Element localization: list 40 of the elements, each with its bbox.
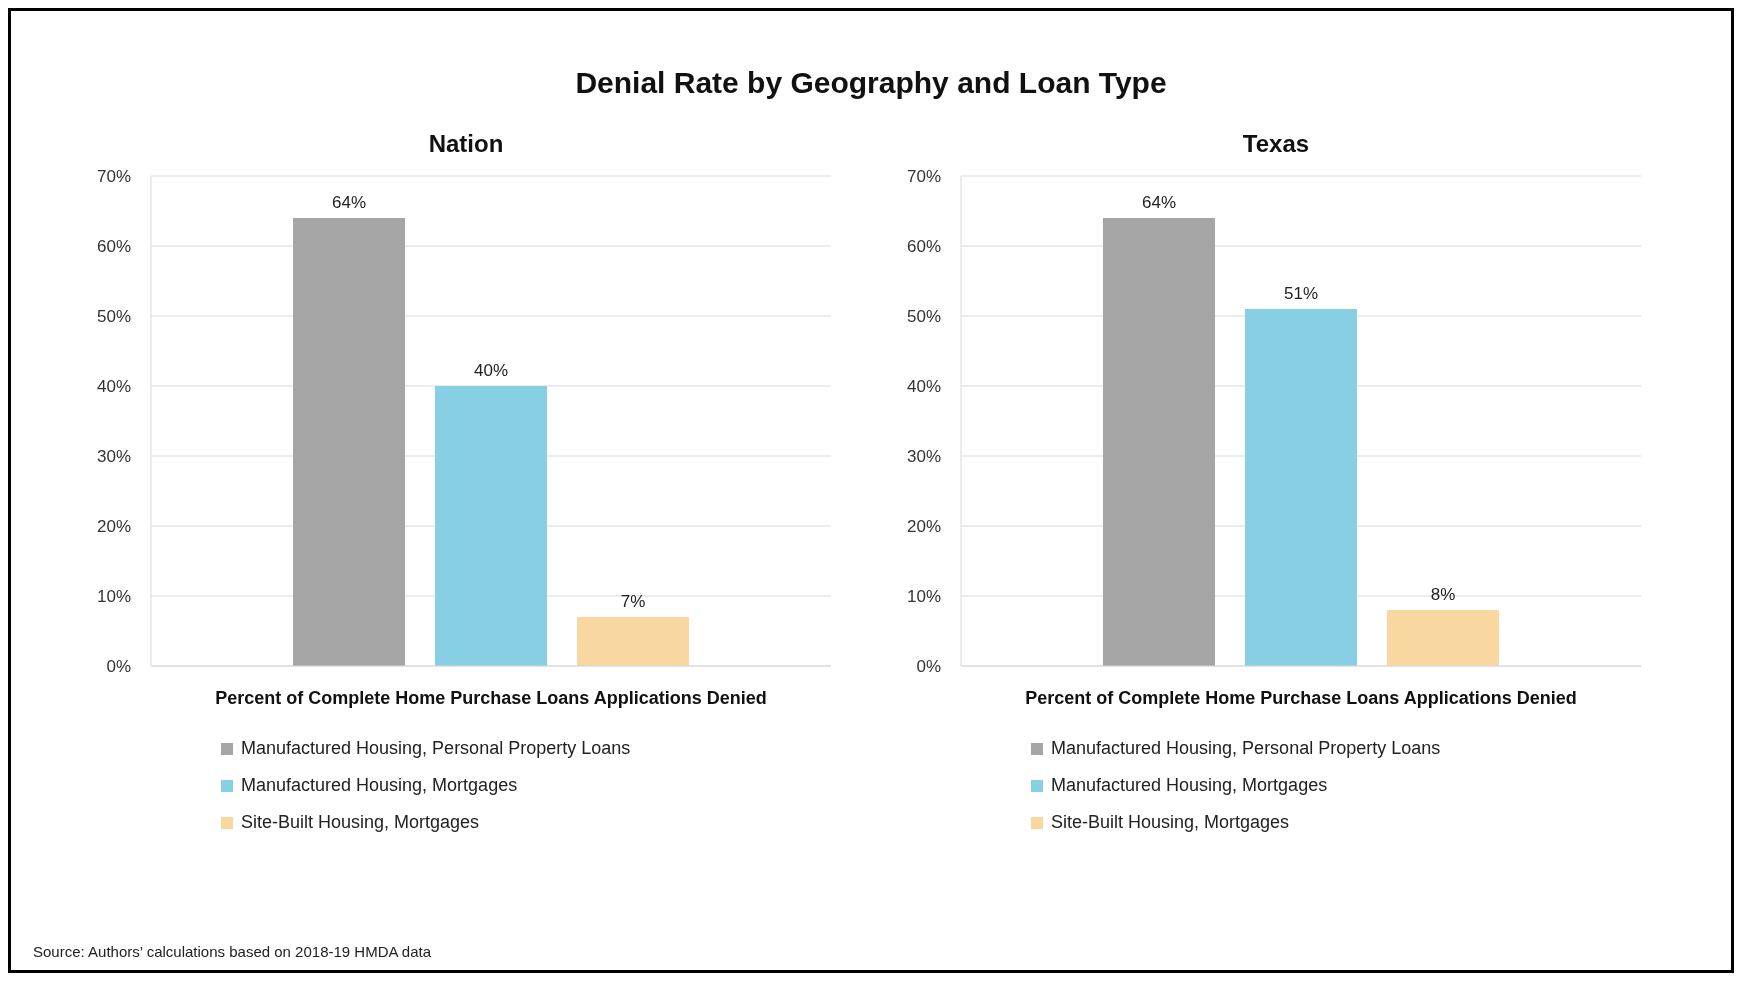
y-tick-label: 50% — [96, 307, 131, 327]
bar — [435, 386, 547, 666]
chart-title: Texas — [1242, 130, 1310, 158]
y-tick-label: 30% — [906, 447, 941, 467]
y-tick-label: 0% — [916, 657, 941, 677]
legend-label: Manufactured Housing, Personal Property Loans — [1051, 737, 1441, 760]
y-tick-label: 10% — [96, 587, 131, 607]
bar — [1103, 218, 1215, 666]
legend-label: Site-Built Housing, Mortgages — [241, 811, 480, 834]
y-tick-label: 50% — [906, 307, 941, 327]
x-axis-title: Percent of Complete Home Purchase Loans Applications Denied — [215, 688, 767, 708]
legend-label: Site-Built Housing, Mortgages — [1051, 811, 1290, 834]
legend-label: Manufactured Housing, Mortgages — [241, 774, 518, 797]
source-note: Source: Authors’ calculations based on 2018-19 HMDA data — [33, 943, 432, 960]
y-tick-label: 40% — [96, 377, 131, 397]
y-tick-label: 20% — [96, 517, 131, 537]
data-label: 51% — [1283, 284, 1319, 303]
text: Denial Rate by Geography and Loan Type — [574, 66, 1168, 100]
bar — [293, 218, 405, 666]
y-tick-label: 40% — [906, 377, 941, 397]
bar — [577, 617, 689, 666]
data-label: 64% — [1141, 193, 1177, 212]
y-tick-label: 20% — [906, 517, 941, 537]
bar — [1387, 610, 1499, 666]
data-label: 7% — [620, 592, 646, 611]
y-tick-label: 10% — [906, 587, 941, 607]
x-axis-title: Percent of Complete Home Purchase Loans Applications Denied — [1025, 688, 1577, 708]
y-tick-label: 30% — [96, 447, 131, 467]
y-tick-label: 0% — [106, 657, 131, 677]
legend-label: Manufactured Housing, Mortgages — [1051, 774, 1328, 797]
chart-title: Nation — [428, 130, 504, 158]
y-tick-label: 60% — [96, 237, 131, 257]
data-label: 40% — [473, 361, 509, 380]
data-label: 64% — [331, 193, 367, 212]
y-tick-label: 60% — [906, 237, 941, 257]
y-tick-label: 70% — [96, 167, 131, 187]
y-tick-label: 70% — [906, 167, 941, 187]
data-label: 8% — [1430, 585, 1456, 604]
bar — [1245, 309, 1357, 666]
legend-label: Manufactured Housing, Personal Property Loans — [241, 737, 631, 760]
